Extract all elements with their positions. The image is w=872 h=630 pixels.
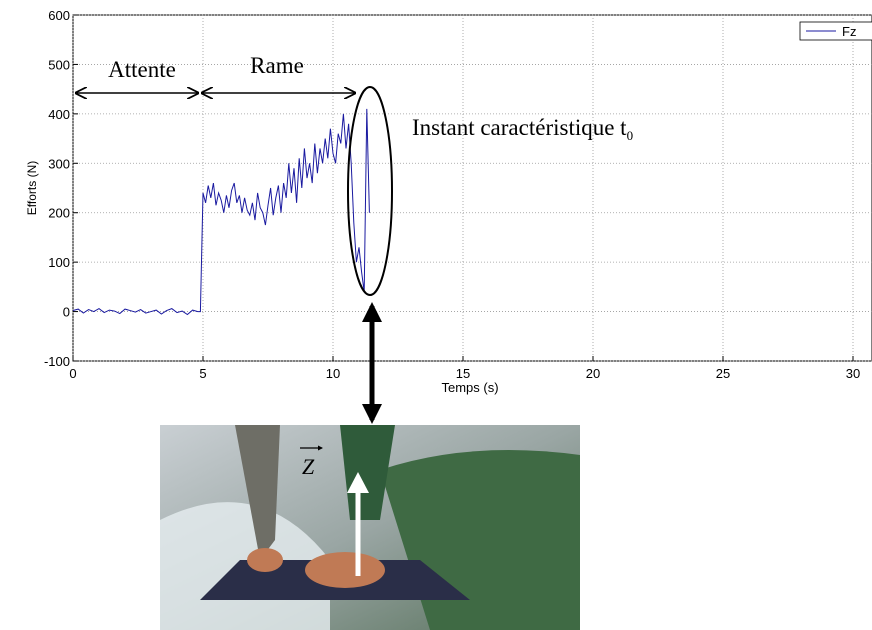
y-tick-label: 400 (48, 107, 70, 122)
photo (160, 425, 580, 630)
plot-frame (72, 14, 872, 362)
y-tick-label: 100 (48, 255, 70, 270)
y-tick-label: 0 (63, 305, 70, 320)
instant-sub: 0 (627, 128, 634, 143)
x-tick-label: 25 (716, 366, 730, 381)
wait-label: Attente (108, 57, 176, 82)
x-tick-label: 30 (846, 366, 860, 381)
y-tick-label: -100 (44, 354, 70, 369)
highlight-ellipse (347, 86, 393, 296)
y-tick-label: 500 (48, 57, 70, 72)
x-tick-label: 5 (199, 366, 206, 381)
x-axis-label: Temps (s) (441, 380, 498, 395)
y-tick-label: 200 (48, 206, 70, 221)
x-tick-label: 20 (586, 366, 600, 381)
lines (73, 108, 370, 316)
instant-text: Instant caractéristique t (412, 115, 627, 140)
instant-label: Instant caractéristique t0 (412, 115, 633, 143)
x-tick-label: 0 (69, 366, 76, 381)
grid (72, 14, 872, 362)
legend-label: Fz (842, 24, 856, 39)
y-tick-label: 300 (48, 156, 70, 171)
row-label: Rame (250, 53, 304, 78)
y-axis-label: Efforts (N) (25, 161, 39, 215)
x-tick-label: 15 (456, 366, 470, 381)
series-line (73, 108, 370, 316)
x-tick-label: 10 (326, 366, 340, 381)
y-tick-label: 600 (48, 8, 70, 23)
vector-label: Z (302, 454, 315, 479)
